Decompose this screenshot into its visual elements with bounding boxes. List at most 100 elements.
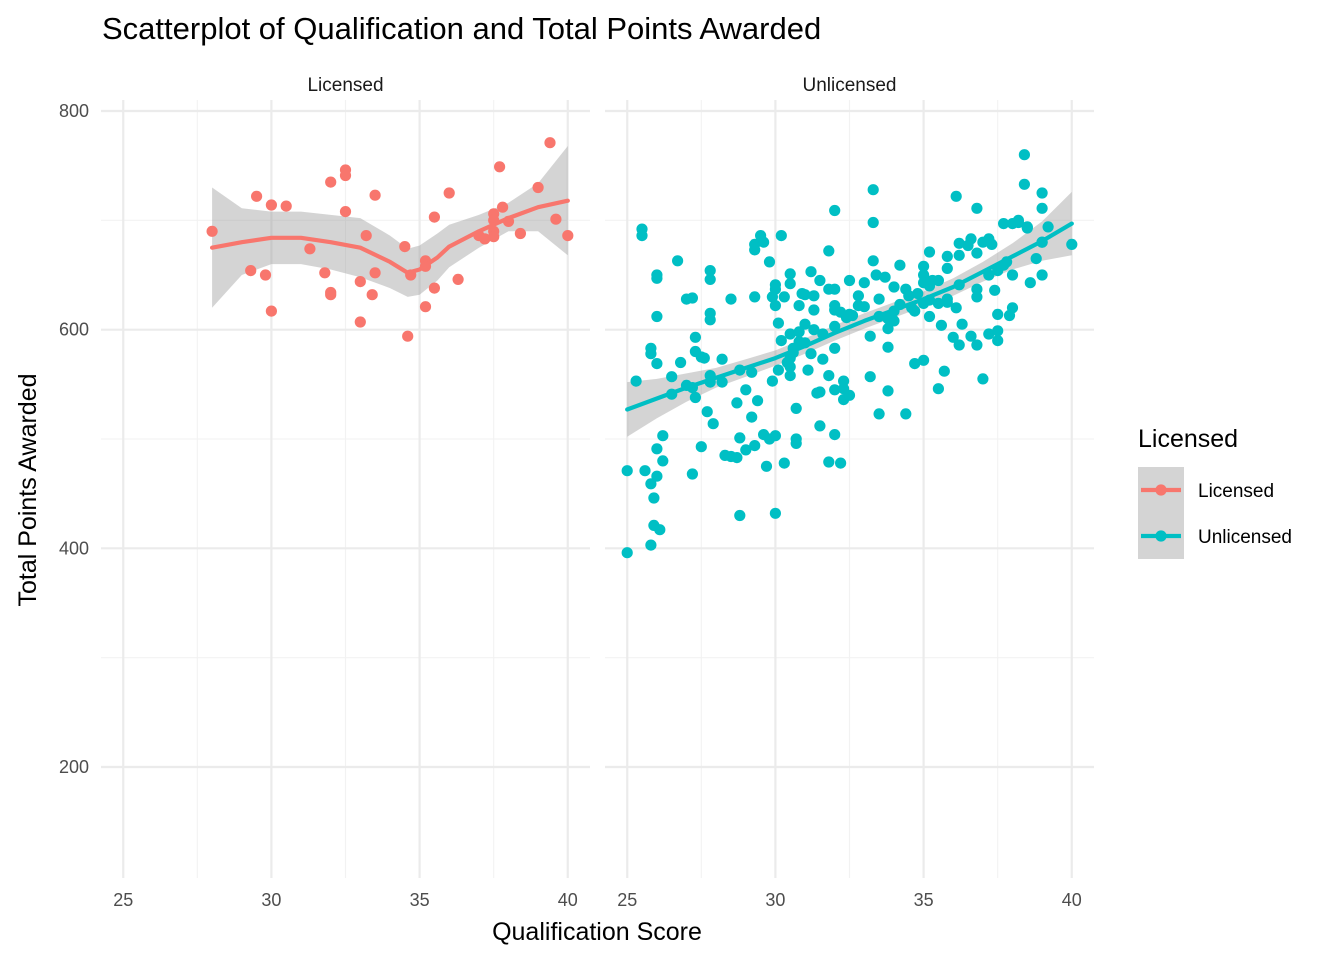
data-point [704, 314, 716, 326]
data-point [879, 271, 891, 283]
data-point [758, 236, 770, 248]
data-point [793, 300, 805, 312]
x-tick-label: 40 [1062, 890, 1082, 910]
legend-key-licensed: Licensed [1138, 467, 1274, 513]
data-point [419, 301, 432, 313]
data-point [941, 296, 953, 308]
data-point [1066, 238, 1078, 250]
panel-licensed: Licensed 25 30 35 40 [101, 75, 590, 910]
data-point [731, 397, 743, 409]
data-point [950, 302, 962, 314]
y-tick-label: 600 [59, 320, 89, 340]
data-point [725, 293, 737, 305]
data-point [428, 211, 440, 223]
data-point [858, 277, 870, 289]
data-point [746, 366, 758, 378]
data-point [651, 272, 663, 284]
data-point [399, 241, 411, 253]
data-point [900, 408, 912, 420]
data-point [369, 267, 381, 279]
x-tick-label: 30 [261, 890, 281, 910]
x-axis-title: Qualification Score [492, 918, 702, 946]
data-point [686, 468, 699, 480]
data-point [1018, 149, 1030, 161]
data-point [932, 383, 945, 395]
data-point [802, 364, 814, 376]
legend-key-point [1155, 484, 1167, 496]
y-tick-label: 400 [59, 538, 89, 558]
data-point [953, 237, 965, 249]
data-point [704, 265, 716, 277]
x-tick-label: 25 [113, 890, 133, 910]
data-point [823, 245, 835, 257]
data-point [852, 290, 865, 302]
data-point [858, 301, 870, 313]
data-point [882, 385, 894, 397]
data-point [909, 305, 921, 317]
data-point [1024, 277, 1036, 289]
data-point [805, 348, 817, 360]
data-point [941, 262, 953, 274]
data-point [339, 169, 352, 182]
data-point [514, 227, 527, 240]
data-point [657, 455, 669, 467]
data-point [790, 437, 802, 449]
legend-label: Licensed [1198, 481, 1274, 502]
data-point [829, 342, 841, 354]
data-point [992, 308, 1004, 320]
data-point [894, 259, 906, 271]
data-point [689, 391, 702, 404]
data-point [829, 204, 841, 217]
data-point [953, 249, 965, 261]
data-point [488, 231, 500, 243]
data-point [734, 509, 746, 522]
data-point [651, 310, 663, 323]
data-point [846, 309, 859, 322]
data-point [903, 290, 915, 302]
data-point [932, 297, 945, 309]
data-point [651, 470, 663, 482]
data-point [935, 319, 948, 331]
data-point [532, 181, 544, 194]
data-point [734, 432, 746, 444]
data-point [823, 370, 835, 382]
data-point [1018, 178, 1030, 190]
data-point [752, 395, 764, 407]
data-point [882, 341, 894, 353]
data-point [716, 376, 728, 388]
legend-key-unlicensed: Unlicensed [1138, 513, 1292, 559]
data-point [494, 161, 506, 173]
data-point [843, 389, 856, 401]
data-point [769, 430, 782, 442]
data-point [354, 276, 366, 288]
data-point [716, 353, 728, 365]
plot-panels: Licensed 25 30 35 40 Unlicensed 25 30 35 40 200 400… [59, 75, 1094, 910]
data-point [749, 440, 761, 452]
data-point [672, 255, 684, 267]
x-tick-label: 30 [765, 890, 785, 910]
data-point [763, 256, 776, 268]
data-point [1030, 253, 1042, 265]
data-point [769, 283, 782, 295]
data-point [775, 230, 787, 242]
x-tick-label: 40 [558, 890, 578, 910]
data-point [428, 282, 440, 294]
data-point [829, 283, 841, 295]
data-point [704, 273, 716, 285]
data-point [479, 233, 491, 245]
data-point [873, 293, 885, 305]
data-point [452, 273, 464, 285]
data-point [360, 230, 372, 242]
data-point [829, 429, 841, 441]
data-point [808, 304, 820, 316]
x-tick-label: 25 [617, 890, 637, 910]
data-point [1036, 269, 1048, 281]
data-point [829, 320, 841, 332]
data-point [666, 371, 678, 383]
data-point [864, 330, 876, 342]
data-point [817, 353, 829, 365]
data-point [645, 539, 657, 551]
data-point [989, 284, 1001, 296]
y-tick-label: 800 [59, 101, 89, 121]
data-point [675, 356, 687, 369]
